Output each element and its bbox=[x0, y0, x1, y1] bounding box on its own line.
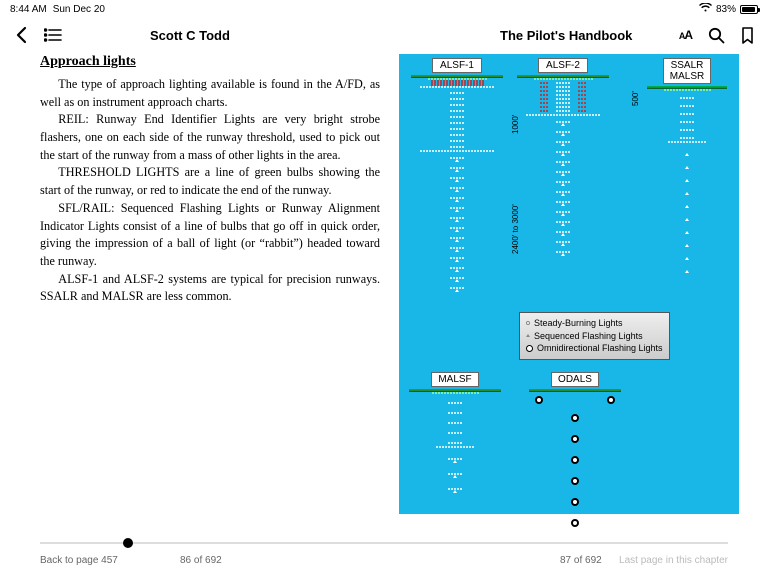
section-heading: Approach lights bbox=[40, 54, 380, 70]
dim-1000: 1000' bbox=[511, 115, 520, 134]
left-page-number: 86 of 692 bbox=[180, 555, 222, 566]
battery-percent: 83% bbox=[716, 4, 736, 15]
malsf-lights bbox=[409, 392, 501, 493]
legend-omni-icon bbox=[526, 345, 533, 352]
last-page-note: Last page in this chapter bbox=[619, 555, 728, 566]
diagram-label-alsf1: ALSF-1 bbox=[432, 58, 482, 73]
dim-500: 500' bbox=[631, 91, 640, 106]
bookmark-button[interactable] bbox=[741, 27, 754, 44]
page-content: Approach lights The type of approach lig… bbox=[40, 54, 748, 526]
paragraph: THRESHOLD LIGHTS are a line of green bul… bbox=[40, 164, 380, 199]
search-button[interactable] bbox=[708, 27, 725, 44]
alsf2-lights bbox=[517, 78, 609, 256]
diagram-label-odals: ODALS bbox=[551, 372, 599, 387]
appearance-button[interactable]: AA bbox=[679, 28, 692, 42]
approach-light-diagram: ALSF-1 ALSF-2 SSALR MALSR MALSF bbox=[399, 54, 739, 514]
diagram-label-malsf: MALSF bbox=[431, 372, 479, 387]
dim-2400-3000: 2400' to 3000' bbox=[511, 204, 520, 254]
toc-button[interactable] bbox=[44, 28, 62, 42]
runway-bar bbox=[529, 389, 621, 392]
status-bar: 8:44 AM Sun Dec 20 83% bbox=[0, 0, 768, 18]
page-footer: Back to page 457 86 of 692 87 of 692 Las… bbox=[40, 555, 728, 566]
toolbar-author: Scott C Todd bbox=[150, 28, 230, 43]
paragraph: The type of approach lighting available … bbox=[40, 76, 380, 111]
body-text: The type of approach lighting available … bbox=[40, 76, 380, 306]
toolbar-title: The Pilot's Handbook bbox=[500, 28, 632, 43]
odals-lights bbox=[529, 396, 621, 530]
scrubber-knob[interactable] bbox=[123, 538, 133, 548]
status-time: 8:44 AM bbox=[10, 4, 47, 15]
status-date: Sun Dec 20 bbox=[53, 4, 105, 15]
diagram-label-alsf2: ALSF-2 bbox=[538, 58, 588, 73]
paragraph: SFL/RAIL: Sequenced Flashing Lights or R… bbox=[40, 200, 380, 271]
battery-icon bbox=[740, 5, 758, 14]
paragraph: ALSF-1 and ALSF-2 systems are typical fo… bbox=[40, 271, 380, 306]
right-page: ALSF-1 ALSF-2 SSALR MALSR MALSF bbox=[390, 54, 748, 526]
ssalr-lights bbox=[647, 89, 727, 273]
page-scrubber[interactable] bbox=[40, 542, 728, 544]
legend-omni-label: Omnidirectional Flashing Lights bbox=[537, 342, 663, 355]
legend-steady-label: Steady-Burning Lights bbox=[534, 317, 623, 330]
wifi-icon bbox=[699, 3, 712, 15]
legend-sequenced-label: Sequenced Flashing Lights bbox=[534, 330, 643, 343]
alsf1-lights bbox=[411, 78, 503, 292]
diagram-legend: Steady-Burning Lights Sequenced Flashing… bbox=[519, 312, 670, 360]
legend-sequenced-icon bbox=[526, 334, 530, 337]
back-button[interactable] bbox=[14, 26, 28, 44]
diagram-label-ssalr: SSALR MALSR bbox=[663, 58, 711, 84]
reader-toolbar: Scott C Todd The Pilot's Handbook AA bbox=[0, 18, 768, 52]
paragraph: REIL: Runway End Identifier Lights are v… bbox=[40, 111, 380, 164]
back-to-page-link[interactable]: Back to page 457 bbox=[40, 555, 118, 566]
legend-steady-icon bbox=[526, 321, 530, 325]
left-page: Approach lights The type of approach lig… bbox=[40, 54, 390, 526]
right-page-number: 87 of 692 bbox=[560, 555, 602, 566]
